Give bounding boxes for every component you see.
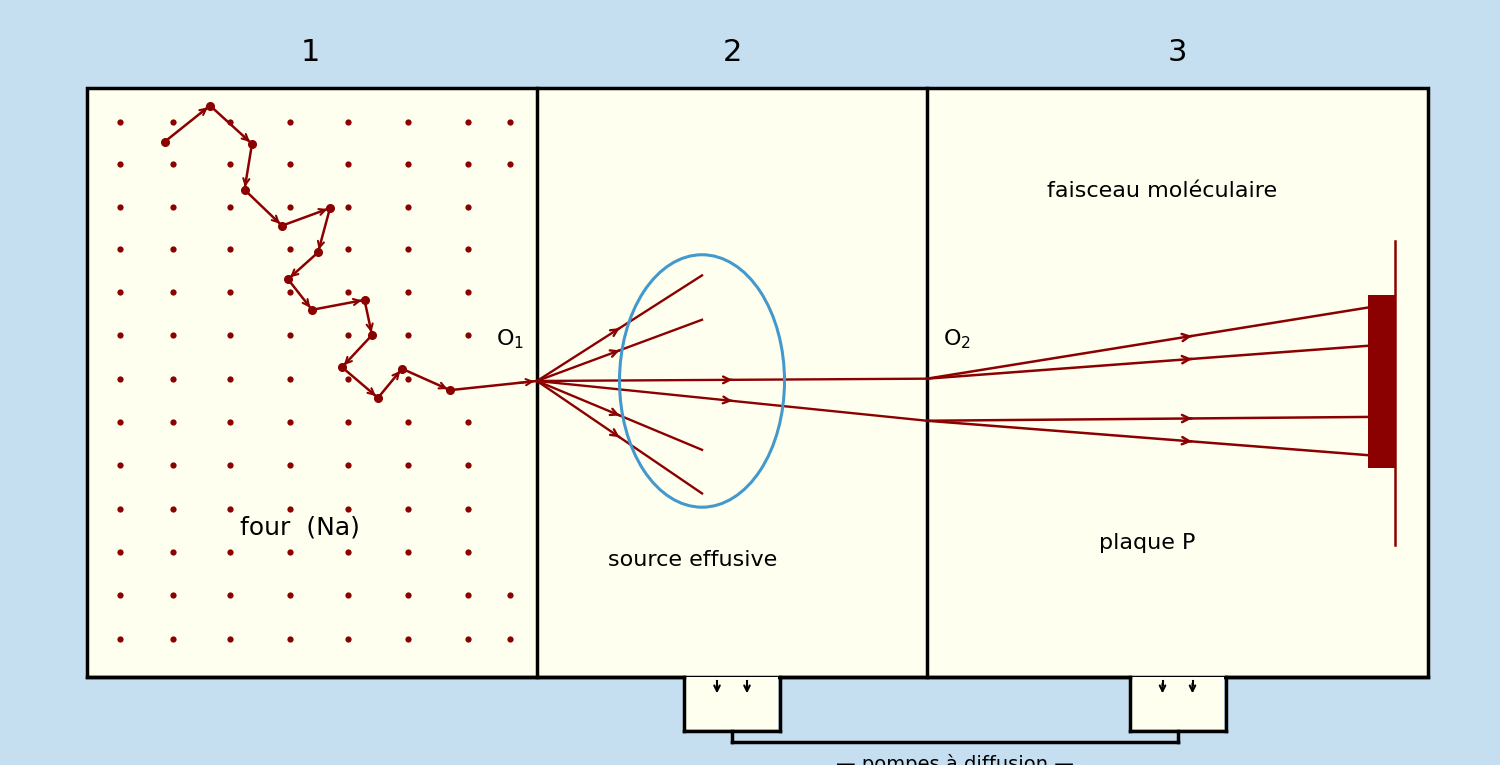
Text: faisceau moléculaire: faisceau moléculaire: [1047, 181, 1278, 201]
Text: 3: 3: [1167, 37, 1188, 67]
FancyBboxPatch shape: [1131, 677, 1224, 729]
Text: 1: 1: [302, 37, 320, 67]
FancyBboxPatch shape: [87, 88, 1428, 677]
Text: source effusive: source effusive: [609, 550, 777, 570]
Text: four  (Na): four (Na): [240, 516, 360, 540]
FancyBboxPatch shape: [1368, 295, 1395, 468]
Text: — pompes à diffusion —: — pompes à diffusion —: [836, 754, 1074, 765]
FancyBboxPatch shape: [686, 677, 778, 729]
Text: O$_1$: O$_1$: [496, 327, 523, 350]
Text: 2: 2: [723, 37, 741, 67]
Text: O$_2$: O$_2$: [944, 327, 970, 350]
Text: plaque P: plaque P: [1100, 533, 1196, 553]
